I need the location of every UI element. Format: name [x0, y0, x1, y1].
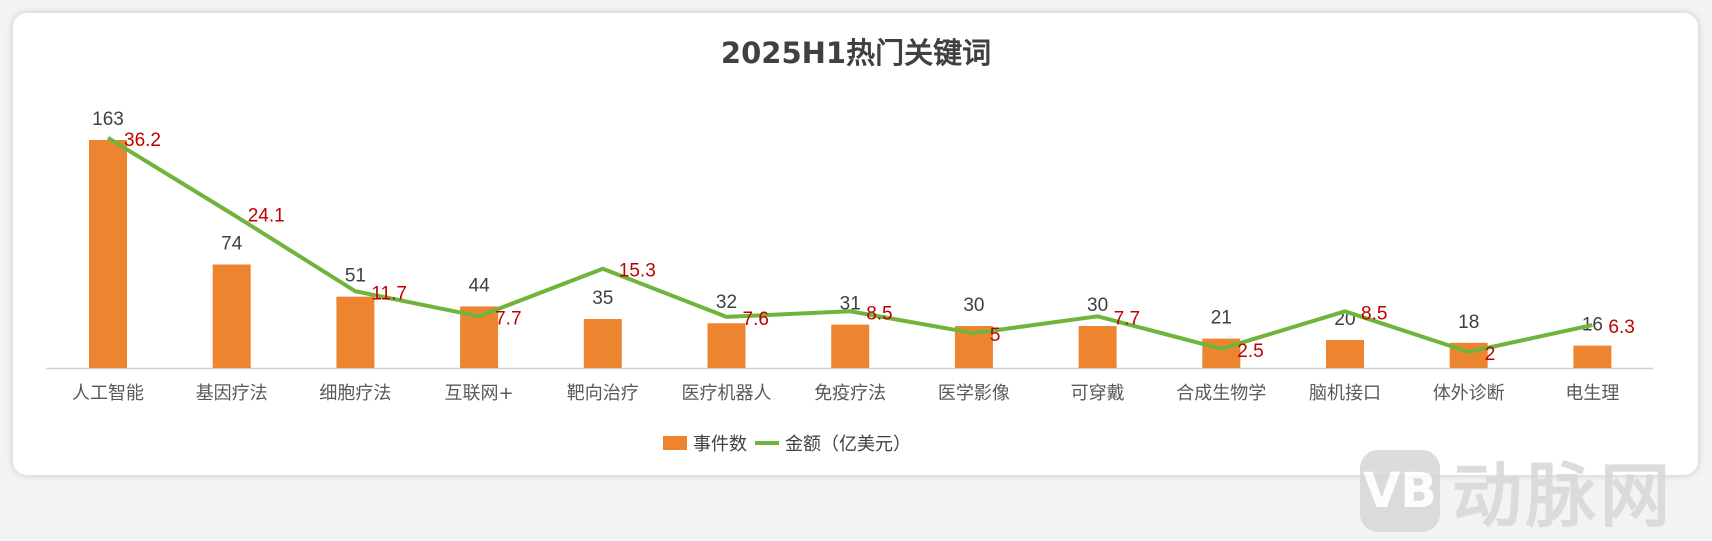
category-label: 基因疗法	[196, 383, 268, 404]
vb-logo-icon: VB	[1360, 449, 1440, 532]
category-label: 人工智能	[72, 383, 144, 404]
legend: 事件数 金额（亿美元）	[663, 430, 911, 456]
category-label: 医疗机器人	[682, 383, 772, 404]
bar	[583, 319, 622, 368]
category-label: 细胞疗法	[319, 383, 391, 404]
line-value-label: 24.1	[248, 206, 285, 227]
bar-value-label: 30	[1087, 295, 1108, 316]
line-value-label: 2.5	[1237, 341, 1263, 362]
bar-value-label: 32	[716, 292, 737, 313]
bar	[1078, 326, 1117, 368]
bar-value-label: 31	[840, 294, 861, 315]
watermark-text: 动脉网	[1452, 455, 1674, 537]
amount-line	[106, 136, 1593, 354]
line-value-label: 15.3	[619, 261, 656, 282]
category-label: 电生理	[1565, 383, 1619, 404]
bar	[89, 140, 127, 368]
bar	[336, 296, 375, 368]
bar	[831, 324, 870, 368]
bar-value-label: 30	[963, 295, 984, 316]
category-label: 体外诊断	[1433, 383, 1505, 404]
category-label: 合成生物学	[1176, 383, 1266, 404]
bar-value-label: 74	[221, 233, 243, 254]
line-value-label: 36.2	[124, 130, 161, 151]
category-label: 脑机接口	[1309, 383, 1381, 404]
legend-line-swatch	[755, 441, 779, 445]
category-label: 可穿戴	[1071, 383, 1125, 404]
bar-value-label: 51	[345, 266, 366, 287]
line-value-label: 5	[990, 325, 1001, 346]
watermark: VB 动脉网	[1360, 440, 1674, 541]
line-value-label: 2	[1485, 344, 1496, 365]
category-label: 互联网+	[445, 383, 514, 404]
bar-value-label: 44	[469, 275, 491, 296]
bar	[212, 264, 251, 368]
line-value-label: 8.5	[866, 303, 892, 324]
legend-bar-swatch	[663, 436, 687, 450]
line-value-label: 8.5	[1361, 303, 1387, 324]
bar	[1326, 340, 1364, 368]
line-value-label: 7.6	[743, 309, 769, 330]
category-label: 靶向治疗	[567, 383, 639, 404]
bar-value-label: 163	[92, 109, 124, 130]
bar-value-label: 21	[1211, 308, 1232, 329]
bar-value-label: 18	[1458, 312, 1479, 333]
bar	[1573, 345, 1612, 368]
chart-title: 2025H1热门关键词	[720, 36, 992, 70]
bar	[707, 323, 746, 368]
legend-bar-label: 事件数	[693, 434, 747, 455]
category-label: 免疫疗法	[814, 383, 886, 404]
category-label: 医学影像	[938, 383, 1010, 404]
line-value-label: 11.7	[371, 283, 407, 304]
bar-value-label: 35	[592, 288, 613, 309]
line-value-label: 6.3	[1608, 317, 1634, 338]
legend-line-label: 金额（亿美元）	[785, 434, 911, 455]
line-value-label: 7.7	[1114, 308, 1140, 329]
chart-card	[13, 13, 1698, 475]
line-value-label: 7.7	[495, 308, 521, 329]
